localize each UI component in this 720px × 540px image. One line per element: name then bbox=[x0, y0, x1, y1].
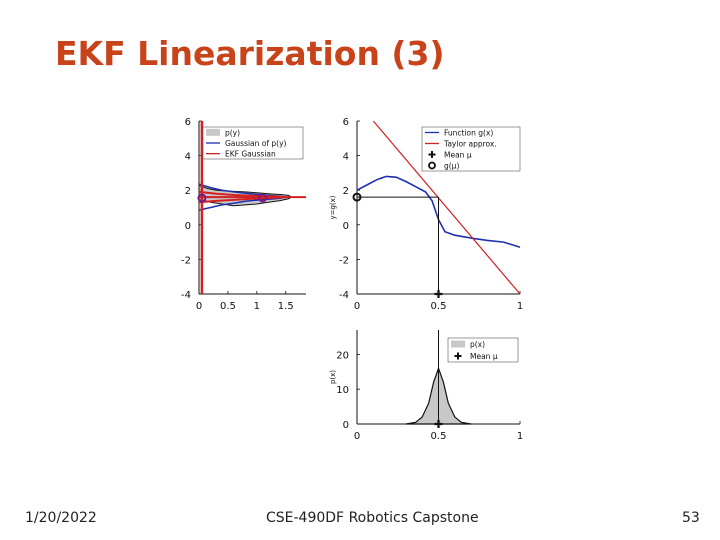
x-tick-label: 0.5 bbox=[431, 431, 447, 440]
page-number: 53 bbox=[682, 510, 700, 526]
series-function-g-x bbox=[356, 175, 521, 249]
x-tick-label: 1.5 bbox=[278, 301, 294, 312]
x-tick-label: 0.5 bbox=[220, 301, 236, 312]
y-axis-label: y=g(x) bbox=[329, 195, 337, 219]
y-tick-label: -4 bbox=[181, 290, 191, 301]
x-tick-label: 0 bbox=[354, 431, 360, 440]
circle-marker bbox=[352, 192, 362, 202]
y-tick-label: 4 bbox=[185, 152, 191, 163]
x-tick-label: 1 bbox=[254, 301, 260, 312]
footer-course: CSE-490DF Robotics Capstone bbox=[266, 510, 479, 526]
y-tick-label: 0 bbox=[343, 420, 349, 431]
legend-box bbox=[421, 126, 521, 172]
slide-title: EKF Linearization (3) bbox=[55, 34, 445, 73]
x-tick-label: 0 bbox=[354, 301, 360, 312]
legend-swatch bbox=[428, 161, 436, 170]
legend-label: Mean μ bbox=[470, 352, 498, 361]
legend-label: EKF Gaussian bbox=[225, 150, 276, 159]
legend-label: p(y) bbox=[225, 128, 240, 137]
function-taylor-panel: 6 4 2 0 -2 -4 0 0.5 1 y=g(x) Function g(x) Taylor a… bbox=[329, 117, 523, 312]
legend-label: Function g(x) bbox=[444, 129, 493, 138]
legend-swatch bbox=[454, 352, 462, 360]
y-tick-label: 6 bbox=[343, 117, 349, 128]
y-tick-label: 10 bbox=[336, 385, 349, 396]
x-tick-label: 0.5 bbox=[431, 301, 447, 312]
input-distribution-panel: 20 10 00 0.5 1 p(x) p(x) Mean μ bbox=[329, 330, 523, 440]
output-distribution-panel: 6 4 2 0 -2 -4 0 0.5 1 1.5 p(y) Gaussian of p(y) EKF … bbox=[181, 117, 306, 312]
legend-swatch bbox=[451, 340, 465, 348]
circle-marker bbox=[258, 193, 268, 203]
legend-label: g(μ) bbox=[444, 162, 459, 171]
y-tick-label: 2 bbox=[185, 186, 191, 197]
legend-swatch bbox=[206, 128, 220, 136]
y-tick-label: -4 bbox=[339, 290, 349, 301]
y-tick-label: 6 bbox=[185, 117, 191, 128]
legend-label: p(x) bbox=[470, 340, 485, 349]
legend-label: Taylor approx. bbox=[443, 140, 497, 149]
legend-swatch bbox=[428, 151, 436, 158]
x-tick-label: 0 bbox=[196, 301, 202, 312]
y-tick-label: 0 bbox=[343, 221, 349, 232]
y-tick-label: 20 bbox=[336, 350, 349, 361]
y-tick-label: 2 bbox=[343, 186, 349, 197]
x-tick-label: 1 bbox=[517, 431, 523, 440]
circle-marker bbox=[197, 193, 207, 203]
y-tick-label: -2 bbox=[181, 255, 191, 266]
y-axis-label: p(x) bbox=[329, 370, 337, 384]
y-tick-label: -2 bbox=[339, 255, 349, 266]
x-tick-label: 1 bbox=[517, 301, 523, 312]
plus-marker bbox=[434, 290, 443, 298]
y-tick-label: 4 bbox=[343, 152, 349, 163]
legend-label: Gaussian of p(y) bbox=[225, 139, 287, 148]
series-taylor-approx bbox=[372, 120, 521, 295]
legend-label: Mean μ bbox=[444, 151, 472, 160]
y-tick-label: 0 bbox=[185, 221, 191, 232]
footer-date: 1/20/2022 bbox=[25, 510, 97, 526]
plus-marker bbox=[434, 420, 443, 428]
